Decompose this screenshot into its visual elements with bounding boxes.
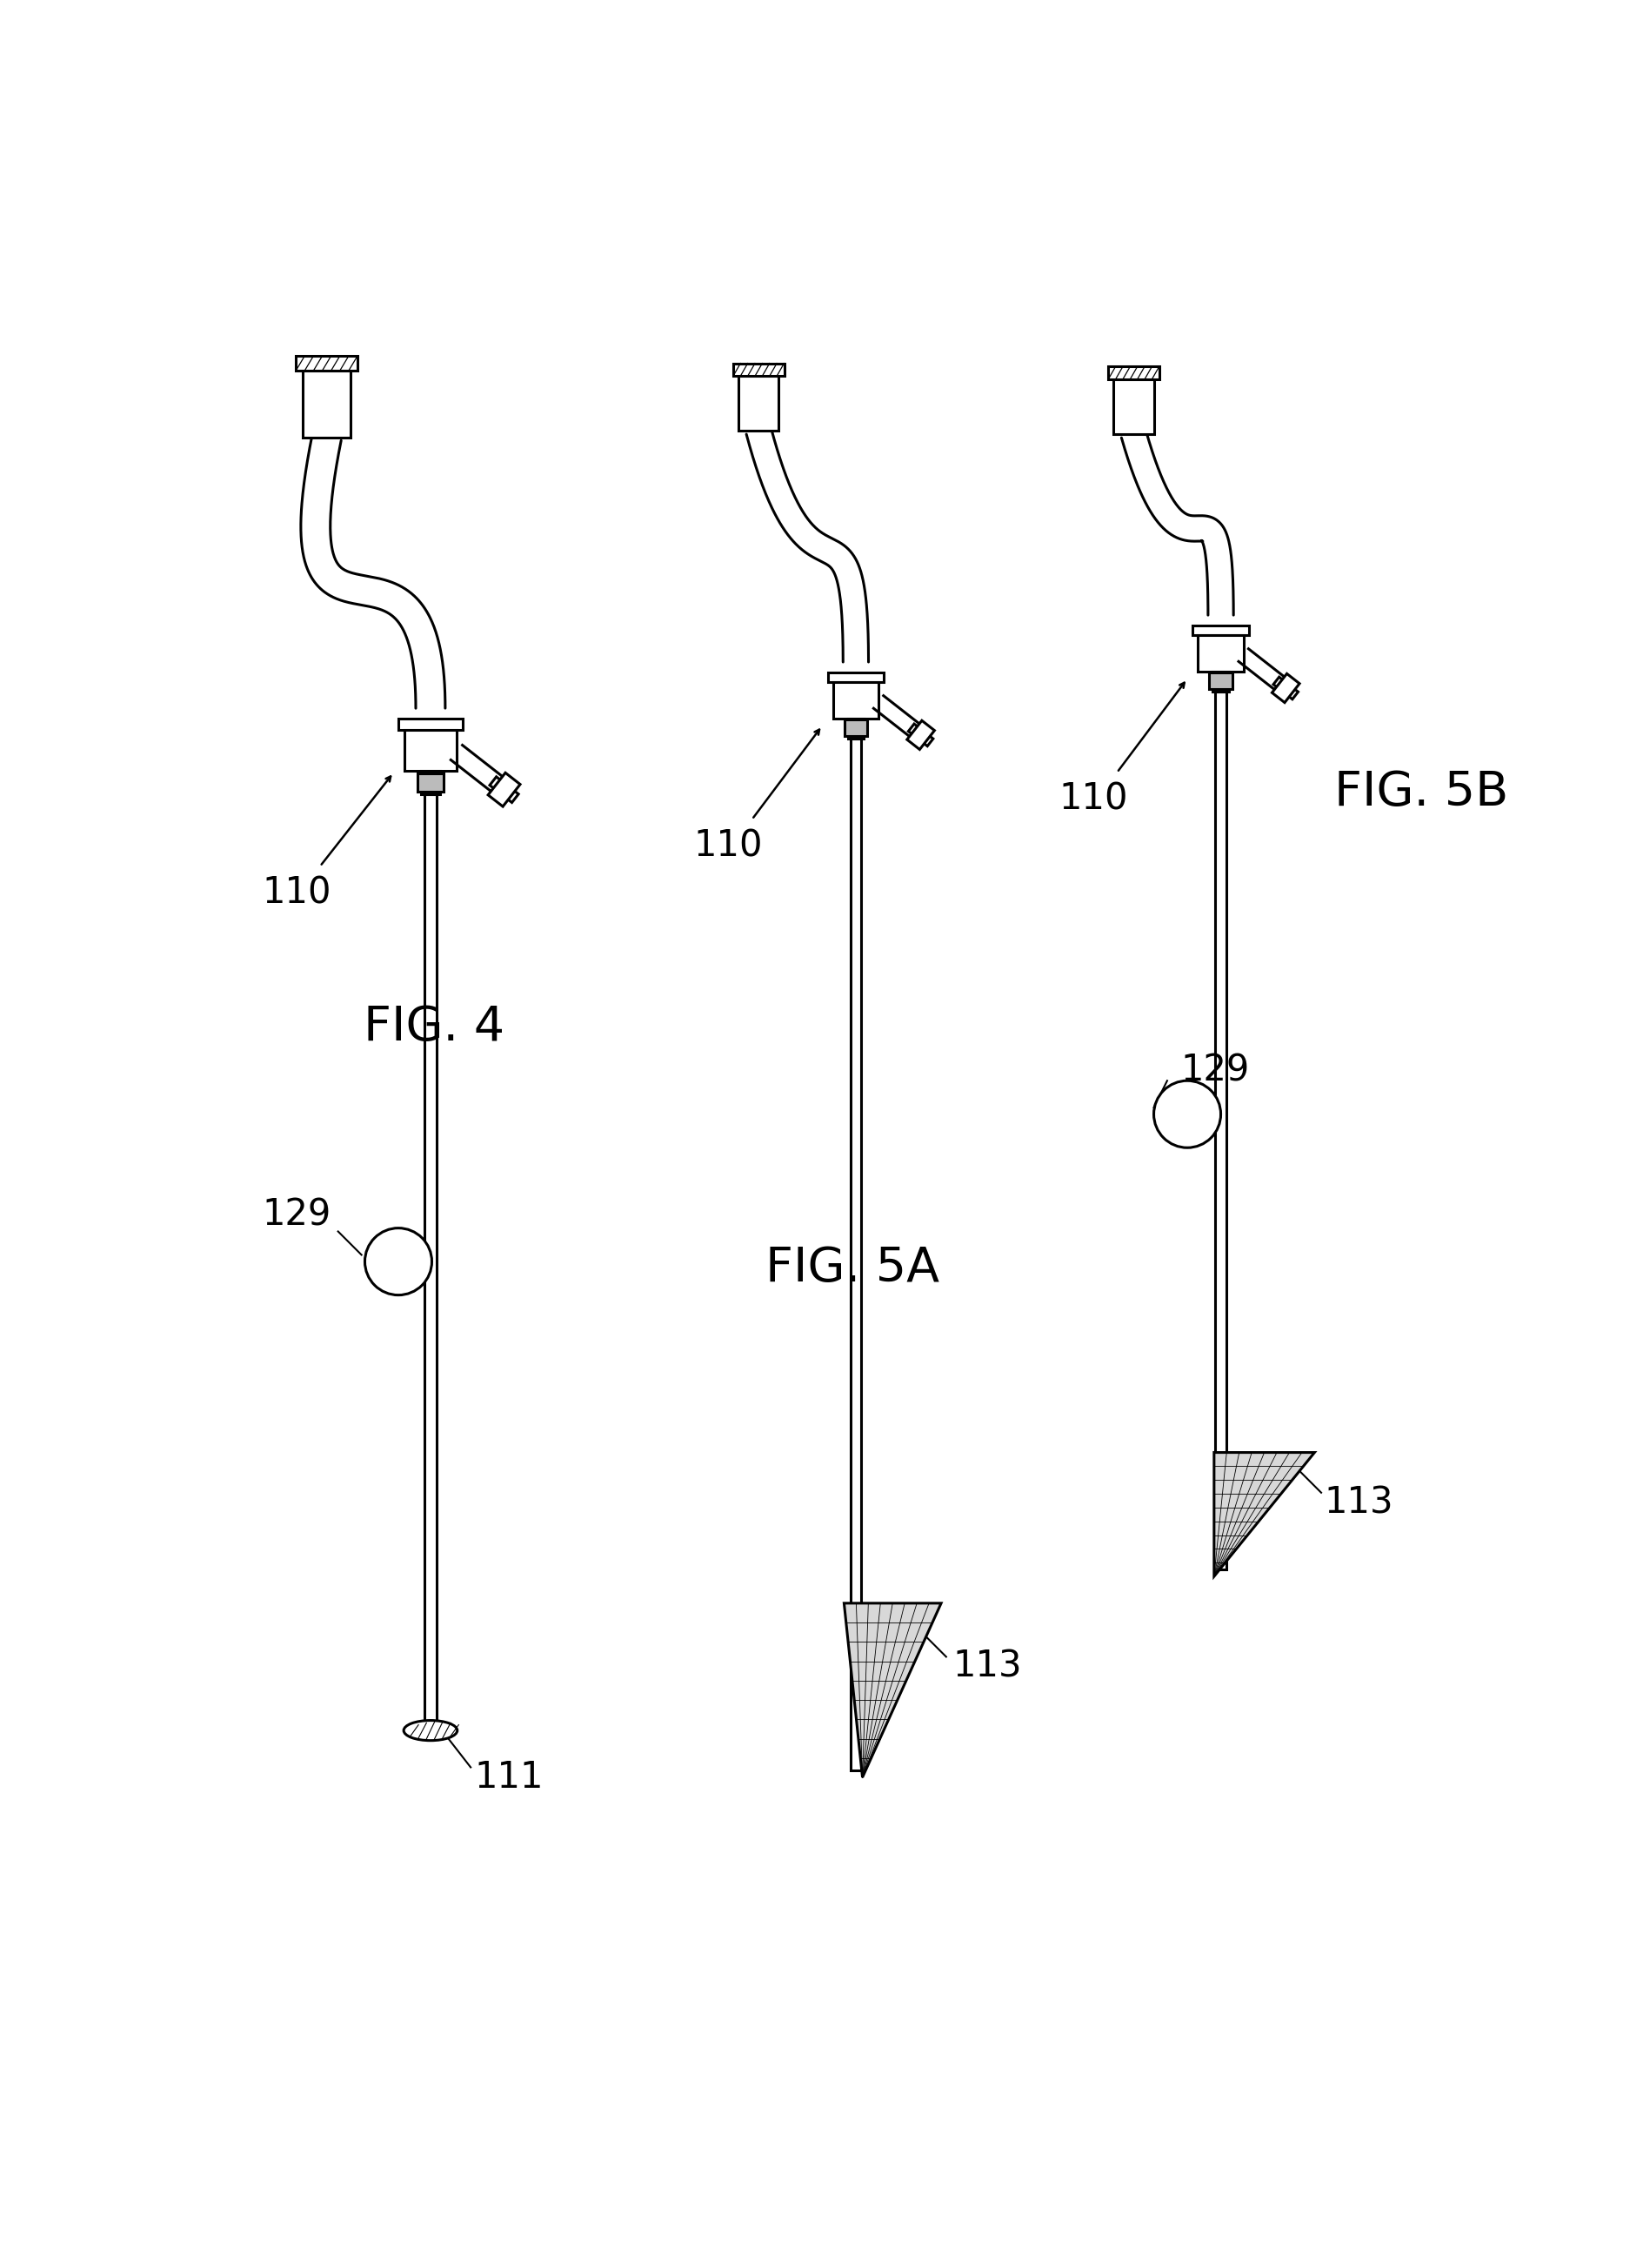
Bar bbox=[296, 356, 358, 370]
Bar bbox=[733, 363, 784, 376]
Bar bbox=[424, 794, 437, 1730]
Text: 110: 110 bbox=[693, 828, 762, 864]
Bar bbox=[1109, 367, 1160, 379]
Bar bbox=[488, 773, 521, 807]
Bar bbox=[404, 730, 457, 771]
Text: 111: 111 bbox=[475, 1760, 544, 1796]
Ellipse shape bbox=[404, 1721, 457, 1740]
Bar bbox=[302, 370, 352, 438]
Bar bbox=[1209, 674, 1232, 689]
Bar bbox=[1273, 678, 1298, 699]
Text: 129: 129 bbox=[1181, 1052, 1250, 1089]
Bar bbox=[1272, 674, 1300, 703]
Text: 113: 113 bbox=[1324, 1486, 1393, 1522]
Text: 129: 129 bbox=[263, 1198, 332, 1234]
Bar bbox=[398, 719, 463, 730]
Bar bbox=[909, 723, 933, 746]
Bar bbox=[907, 721, 935, 748]
Bar bbox=[845, 719, 868, 735]
Text: 110: 110 bbox=[1060, 780, 1129, 819]
Bar bbox=[851, 739, 861, 1771]
Bar bbox=[848, 719, 864, 739]
Bar bbox=[1114, 379, 1153, 433]
Bar bbox=[417, 773, 444, 792]
Text: 113: 113 bbox=[953, 1649, 1022, 1685]
Bar bbox=[1193, 626, 1249, 635]
Text: FIG. 4: FIG. 4 bbox=[363, 1005, 504, 1050]
Polygon shape bbox=[845, 1603, 941, 1778]
Polygon shape bbox=[1214, 1452, 1314, 1576]
Ellipse shape bbox=[1153, 1080, 1221, 1148]
Ellipse shape bbox=[365, 1227, 432, 1295]
Bar bbox=[1213, 671, 1229, 692]
Bar bbox=[1216, 692, 1226, 1569]
Bar bbox=[1198, 635, 1244, 671]
Text: FIG. 5B: FIG. 5B bbox=[1334, 769, 1508, 816]
Text: FIG. 5A: FIG. 5A bbox=[766, 1245, 940, 1293]
Bar bbox=[833, 683, 879, 719]
Bar bbox=[421, 771, 440, 794]
Bar bbox=[739, 376, 779, 431]
Text: 110: 110 bbox=[261, 875, 332, 912]
Bar bbox=[490, 776, 519, 803]
Bar bbox=[828, 671, 884, 683]
